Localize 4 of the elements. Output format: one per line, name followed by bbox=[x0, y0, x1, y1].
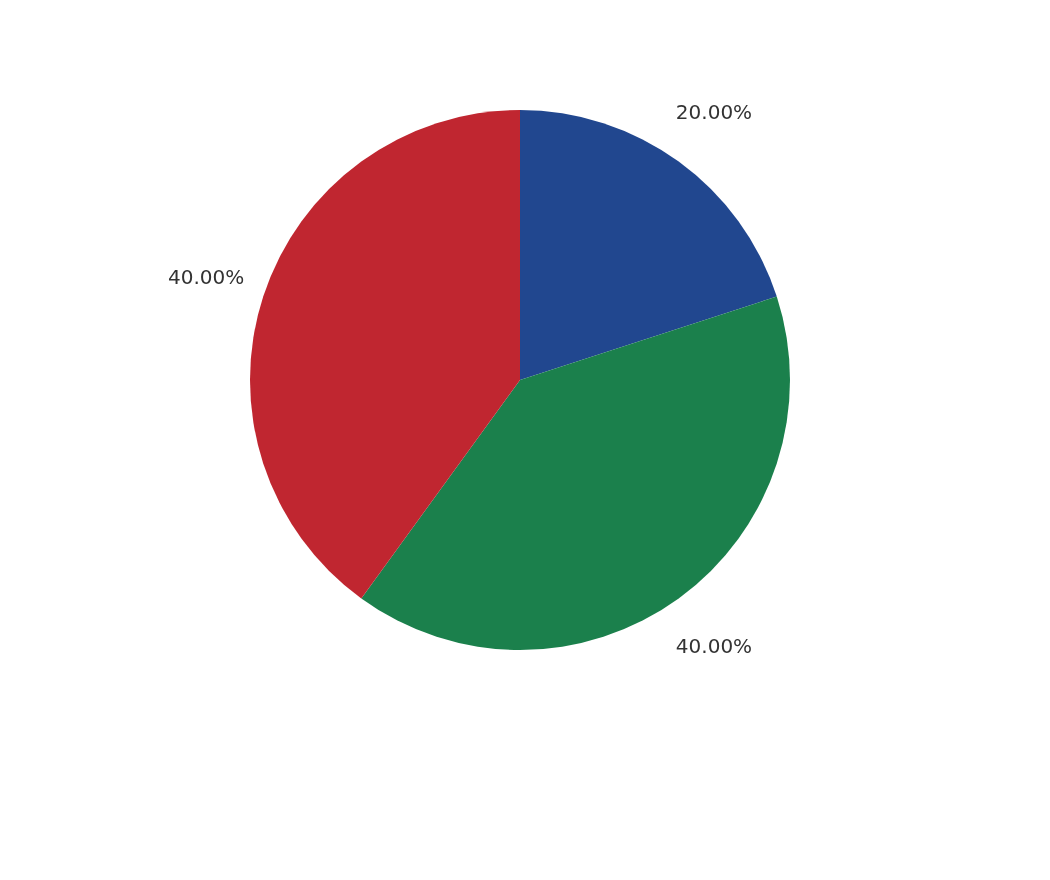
data-label: 20.00% bbox=[675, 100, 753, 125]
pie-slice bbox=[250, 110, 520, 599]
data-label: 40.00% bbox=[675, 633, 753, 658]
data-label: 40.00% bbox=[168, 265, 245, 290]
